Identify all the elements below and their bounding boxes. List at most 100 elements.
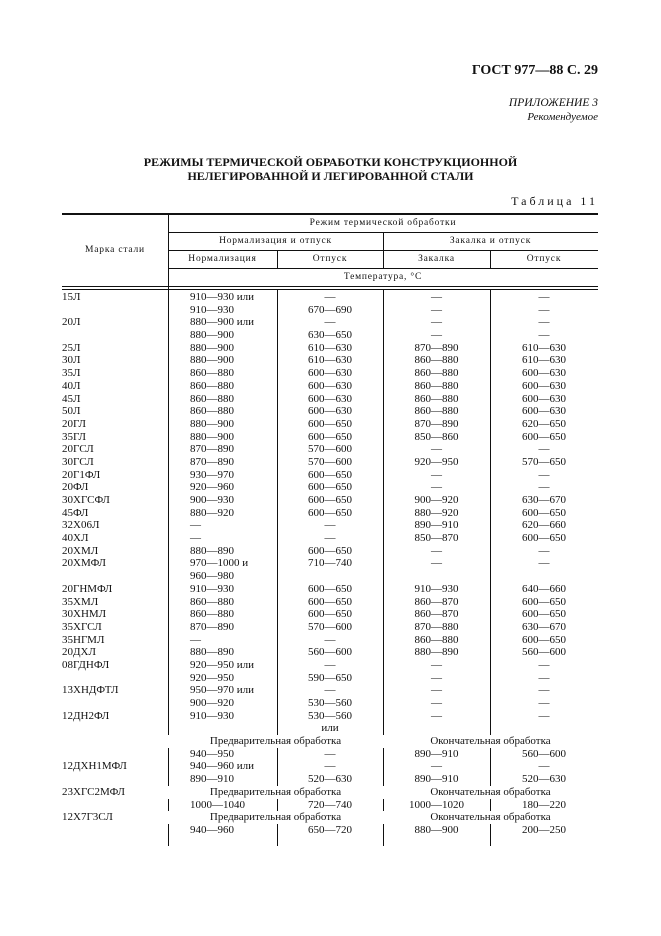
cell-tempering: 600—650 [308,494,352,506]
cell-normalization: 880—900 [190,329,234,342]
cell-tempering: 600—630 [522,392,566,405]
table-row: 940—960 650—720 880—900 200—250 [62,824,598,837]
cell-tempering: 600—650 [522,608,566,621]
cell-normalization: 900—930 [190,494,234,506]
cell-tempering: — [324,684,336,697]
cell-tempering: 720—740 [308,798,352,811]
final-treatment-label: Окончательная обработка [383,811,598,824]
cell-tempering: — [538,760,550,773]
cell-tempering: — [538,544,550,557]
cell-tempering: — [538,481,550,494]
cell-tempering: — [324,519,336,532]
cell-grade: 15Л [62,291,81,303]
cell-tempering: 630—670 [522,494,566,506]
table-row: 23ХГС2МФЛ Предварительная обработка Оконча… [62,785,598,799]
cell-normalization: 880—890 [190,646,234,659]
cell-quenching: — [431,481,442,494]
cell-grade: 23ХГС2МФЛ [62,785,125,798]
cell-tempering: 600—630 [308,405,352,418]
header-bottom-border [62,289,598,290]
cell-grade: 13ХНДФТЛ [62,684,119,697]
page-title: РЕЖИМЫ ТЕРМИЧЕСКОЙ ОБРАБОТКИ КОНСТРУКЦИО… [0,155,661,183]
cell-quenching: — [431,658,442,671]
cell-tempering: 600—630 [308,379,352,392]
cell-quenching: 860—870 [414,608,459,621]
cell-tempering: 200—250 [522,823,566,836]
table-row: 12ДН2ФЛ 910—930 530—560 — — [62,710,598,723]
table-row: или [62,722,598,735]
cell-quenching: 880—900 [414,823,459,836]
cell-grade: 30ХНМЛ [62,608,107,621]
cell-tempering: 620—650 [522,417,566,430]
cell-normalization: — [190,532,201,545]
cell-tempering: — [538,697,550,709]
cell-normalization: 880—920 [190,506,234,519]
cell-tempering: 600—650 [308,481,352,494]
cell-tempering: 610—630 [522,354,566,367]
cell-normalization: — [190,519,201,532]
column-divider [490,289,491,846]
table-row: 35Л 860—880 600—630 860—880 600—630 [62,367,598,380]
cell-grade: 20ГЛ [62,417,86,430]
header-mode: Режим термической обработки [309,218,457,228]
table-row: 35ХГСЛ 870—890 570—600 870—880 630—670 [62,621,598,634]
column-divider [383,232,384,268]
table-row: 910—930 670—690 — — [62,304,598,317]
table-row: 20ГСЛ 870—890 570—600 — — [62,443,598,456]
cell-quenching: — [431,316,442,329]
cell-tempering: — [324,633,336,646]
cell-grade: 35ГЛ [62,430,86,443]
cell-quenching: 910—930 [414,582,459,595]
cell-tempering: — [324,532,336,545]
cell-grade: 20Г1ФЛ [62,468,101,481]
cell-tempering: 560—600 [522,646,566,659]
table-row: 20Г1ФЛ 930—970 600—650 — — [62,469,598,482]
cell-tempering: — [538,709,550,722]
cell-normalization: 860—880 [190,405,234,418]
cell-grade: 35ХГСЛ [62,620,102,633]
cell-tempering: 600—630 [308,367,352,380]
cell-tempering: 590—650 [308,671,352,684]
cell-grade: 20Л [62,316,81,329]
cell-quenching: — [431,291,442,303]
table-row: 920—950 590—650 — — [62,672,598,685]
header-temperature: Температура, °С [343,272,423,282]
table-row: 35НГМЛ — — 860—880 600—650 [62,634,598,647]
cell-quenching: 920—950 [414,455,459,468]
cell-tempering: — [324,658,336,671]
cell-quenching: — [431,468,442,481]
table-row: 880—900 630—650 — — [62,329,598,342]
cell-tempering: 600—630 [522,379,566,392]
cell-grade: 08ГДНФЛ [62,658,110,671]
cell-tempering: 650—720 [308,823,352,836]
cell-quenching: 890—910 [414,773,459,786]
cell-grade: 35НГМЛ [62,633,105,646]
cell-quenching: 890—910 [414,519,459,532]
cell-tempering: 520—630 [522,773,566,786]
table-row: 30ГСЛ 870—890 570—600 920—950 570—650 [62,456,598,469]
cell-tempering: 600—630 [308,392,352,405]
table-row: 45ФЛ 880—920 600—650 880—920 600—650 [62,507,598,520]
cell-quenching: 860—880 [414,354,459,367]
cell-tempering: — [538,303,550,316]
cell-tempering: 600—630 [522,405,566,418]
cell-normalization: 880—900 [190,341,234,354]
cell-normalization: — [190,633,201,646]
cell-normalization: 950—970 или [190,684,255,697]
cell-grade: 12ДХН1МФЛ [62,760,127,773]
cell-tempering: — [324,747,336,760]
cell-quenching: — [431,760,442,773]
cell-tempering: 600—650 [522,633,566,646]
cell-quenching: 900—920 [414,494,459,506]
cell-tempering: 630—670 [522,620,566,633]
cell-normalization: 880—900 [190,417,234,430]
column-divider [277,250,278,268]
cell-tempering: 600—650 [522,532,566,545]
cell-tempering: 610—630 [308,354,352,367]
cell-tempering: 600—650 [308,506,352,519]
table-top-border [62,213,598,215]
table-row: 32Х06Л — — 890—910 620—660 [62,519,598,532]
cell-normalization: 860—880 [190,608,234,621]
cell-grade: 35ХМЛ [62,595,99,608]
cell-quenching: — [431,303,442,316]
